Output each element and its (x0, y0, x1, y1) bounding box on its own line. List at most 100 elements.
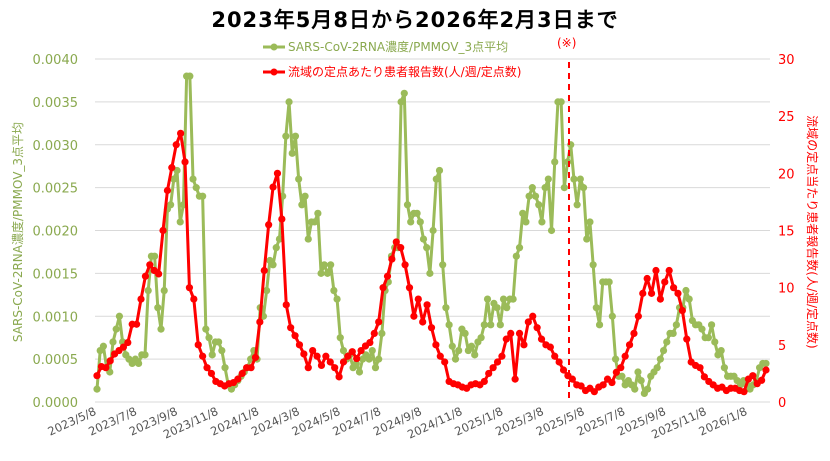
left-axis-title: SARS-CoV-2RNA濃度/PMMOV_3点平均 (10, 122, 25, 342)
data-point (435, 166, 444, 175)
data-point (656, 355, 664, 363)
data-point (682, 286, 690, 295)
right-axis-title: 流域の定点当たり患者報告数(人/週/定点数) (805, 115, 820, 348)
data-point (586, 218, 594, 226)
chart-title: 2023年5月8日から2026年2月3日まで (211, 8, 619, 32)
left-tick-label: 0.0005 (33, 353, 79, 368)
note-marker-label: (※) (557, 36, 576, 50)
data-point (141, 272, 150, 280)
data-point (423, 244, 431, 252)
data-point (288, 149, 296, 157)
data-point (265, 221, 273, 229)
data-point (375, 318, 383, 326)
left-tick-label: 0.0020 (33, 225, 79, 240)
data-point (589, 261, 597, 269)
data-point (339, 346, 348, 355)
data-point (577, 382, 585, 390)
data-point (353, 354, 361, 363)
data-point (659, 346, 668, 355)
data-point (405, 284, 414, 292)
data-point (379, 284, 387, 292)
data-point (477, 334, 485, 342)
data-point (568, 375, 576, 383)
data-point (189, 175, 197, 183)
data-point (388, 255, 396, 263)
series-patients-line (93, 129, 770, 396)
data-point (368, 346, 376, 355)
data-point (326, 358, 334, 366)
data-point (300, 350, 308, 358)
data-point (674, 289, 682, 297)
data-point (339, 358, 348, 366)
data-point (199, 352, 207, 360)
legend-item-patients[interactable]: 流域の定点あたり患者報告数(人/週/定点数) (263, 64, 521, 79)
data-point (546, 343, 554, 351)
legend-marker-rna-icon (270, 43, 278, 51)
data-point (483, 295, 492, 303)
data-point (208, 351, 216, 359)
data-point (285, 98, 293, 106)
data-point (537, 335, 546, 343)
data-point (141, 351, 149, 359)
data-point (665, 266, 673, 275)
data-point (263, 286, 271, 295)
data-point (401, 261, 409, 269)
data-point (512, 252, 520, 260)
data-point (260, 266, 268, 275)
data-point (485, 369, 493, 378)
data-point (555, 358, 563, 366)
data-point (137, 295, 145, 303)
data-point (298, 201, 306, 209)
right-tick-label: 0 (778, 396, 786, 411)
left-tick-label: 0.0010 (33, 310, 79, 325)
data-point (498, 352, 506, 360)
data-point (238, 369, 246, 378)
data-point (432, 341, 440, 349)
data-point (333, 295, 341, 303)
data-point (685, 295, 693, 303)
left-tick-label: 0.0030 (33, 139, 79, 154)
right-tick-label: 20 (778, 167, 795, 182)
data-point (215, 338, 223, 346)
data-point (451, 355, 460, 363)
data-point (335, 373, 343, 381)
data-point (207, 369, 216, 378)
data-point (317, 269, 325, 277)
data-point (698, 325, 706, 333)
data-point (617, 364, 625, 372)
data-point (502, 335, 510, 343)
data-point (749, 372, 757, 380)
data-point (711, 338, 719, 346)
data-point (99, 342, 108, 350)
right-tick-label: 10 (778, 282, 795, 297)
data-point (291, 332, 299, 340)
data-point (119, 343, 128, 351)
data-point (570, 175, 578, 183)
data-point (634, 312, 642, 320)
data-point (392, 238, 400, 246)
data-point (167, 201, 175, 209)
data-point (203, 364, 211, 372)
data-point (647, 289, 656, 297)
data-point (528, 184, 536, 192)
data-point (563, 158, 572, 166)
data-point (533, 324, 541, 332)
data-point (157, 325, 165, 333)
data-point (291, 132, 300, 140)
data-point (630, 329, 638, 337)
data-point (503, 304, 511, 312)
data-point (493, 304, 501, 312)
data-point (520, 341, 528, 349)
data-point (592, 304, 600, 312)
data-point (547, 226, 556, 235)
data-point (304, 235, 312, 243)
data-point (436, 352, 444, 360)
data-point (135, 359, 143, 368)
data-point (275, 235, 284, 243)
legend-item-rna[interactable]: SARS-CoV-2RNA濃度/PMMOV_3点平均 (263, 39, 508, 54)
data-point (251, 353, 260, 362)
data-point (439, 261, 447, 269)
data-point (199, 192, 207, 200)
data-point (282, 132, 290, 140)
data-point (160, 286, 168, 295)
